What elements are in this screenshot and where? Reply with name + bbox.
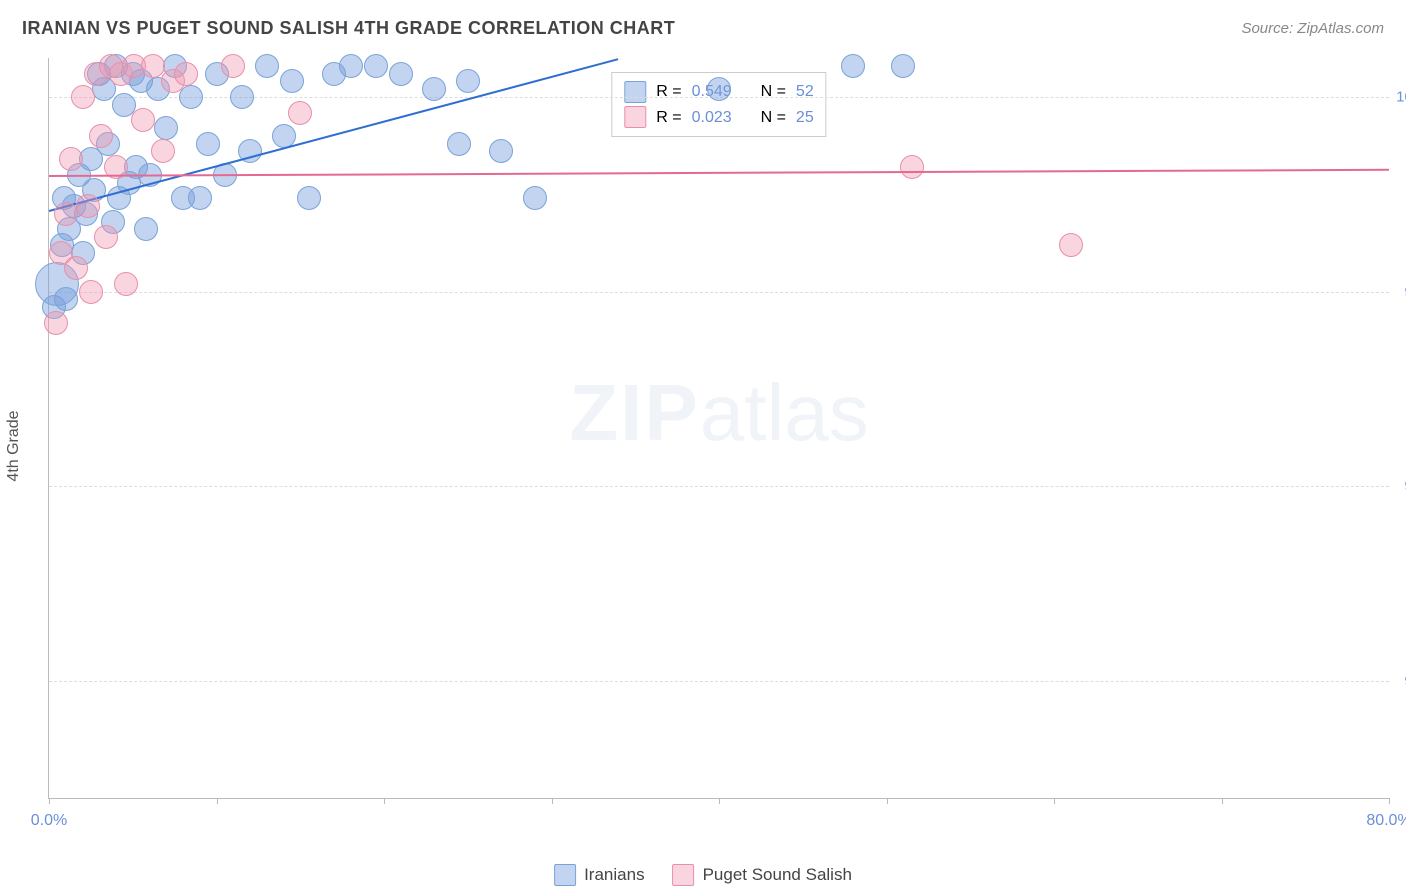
chart-title: IRANIAN VS PUGET SOUND SALISH 4TH GRADE … bbox=[22, 18, 675, 39]
watermark: ZIPatlas bbox=[569, 367, 868, 459]
legend-label-iranians: Iranians bbox=[584, 865, 644, 885]
data-point bbox=[54, 287, 78, 311]
data-point bbox=[230, 85, 254, 109]
data-point bbox=[79, 280, 103, 304]
legend-label-salish: Puget Sound Salish bbox=[703, 865, 852, 885]
xtick bbox=[552, 798, 553, 804]
xtick bbox=[1389, 798, 1390, 804]
data-point bbox=[297, 186, 321, 210]
r-label: R = bbox=[656, 105, 681, 131]
gridline bbox=[49, 292, 1389, 293]
data-point bbox=[89, 124, 113, 148]
legend-item-iranians: Iranians bbox=[554, 864, 644, 886]
data-point bbox=[151, 139, 175, 163]
data-point bbox=[131, 108, 155, 132]
data-point bbox=[154, 116, 178, 140]
data-point bbox=[134, 217, 158, 241]
data-point bbox=[1059, 233, 1083, 257]
data-point bbox=[489, 139, 513, 163]
data-point bbox=[76, 194, 100, 218]
data-point bbox=[141, 54, 165, 78]
r-value-salish: 0.023 bbox=[692, 105, 732, 131]
data-point bbox=[288, 101, 312, 125]
swatch-iranians bbox=[624, 81, 646, 103]
data-point bbox=[71, 85, 95, 109]
data-point bbox=[174, 62, 198, 86]
xtick bbox=[1054, 798, 1055, 804]
data-point bbox=[422, 77, 446, 101]
data-point bbox=[364, 54, 388, 78]
watermark-rest: atlas bbox=[700, 368, 869, 457]
n-value-iranians: 52 bbox=[796, 79, 814, 105]
gridline bbox=[49, 486, 1389, 487]
data-point bbox=[456, 69, 480, 93]
trend-line bbox=[49, 169, 1389, 177]
gridline bbox=[49, 681, 1389, 682]
ytick-label: 100.0% bbox=[1396, 88, 1406, 105]
swatch-salish bbox=[624, 106, 646, 128]
xtick bbox=[384, 798, 385, 804]
data-point bbox=[447, 132, 471, 156]
series-legend: Iranians Puget Sound Salish bbox=[554, 864, 852, 886]
xtick bbox=[217, 798, 218, 804]
data-point bbox=[255, 54, 279, 78]
xtick bbox=[1222, 798, 1223, 804]
data-point bbox=[523, 186, 547, 210]
n-value-salish: 25 bbox=[796, 105, 814, 131]
legend-item-salish: Puget Sound Salish bbox=[673, 864, 852, 886]
data-point bbox=[54, 202, 78, 226]
data-point bbox=[94, 225, 118, 249]
n-label: N = bbox=[761, 105, 786, 131]
legend-swatch-iranians bbox=[554, 864, 576, 886]
y-axis-label: 4th Grade bbox=[5, 410, 23, 481]
stats-row-salish: R = 0.023 N = 25 bbox=[624, 105, 813, 131]
xtick bbox=[887, 798, 888, 804]
data-point bbox=[707, 77, 731, 101]
legend-swatch-salish bbox=[673, 864, 695, 886]
xtick bbox=[719, 798, 720, 804]
data-point bbox=[179, 85, 203, 109]
data-point bbox=[900, 155, 924, 179]
xtick bbox=[49, 798, 50, 804]
xtick-label: 0.0% bbox=[31, 812, 67, 830]
data-point bbox=[339, 54, 363, 78]
data-point bbox=[196, 132, 220, 156]
data-point bbox=[221, 54, 245, 78]
data-point bbox=[891, 54, 915, 78]
n-label: N = bbox=[761, 79, 786, 105]
source-label: Source: ZipAtlas.com bbox=[1241, 20, 1384, 37]
data-point bbox=[389, 62, 413, 86]
data-point bbox=[280, 69, 304, 93]
r-label: R = bbox=[656, 79, 681, 105]
data-point bbox=[64, 256, 88, 280]
scatter-chart: ZIPatlas R = 0.549 N = 52 R = 0.023 N = … bbox=[48, 58, 1389, 799]
data-point bbox=[114, 272, 138, 296]
xtick-label: 80.0% bbox=[1366, 812, 1406, 830]
data-point bbox=[44, 311, 68, 335]
data-point bbox=[188, 186, 212, 210]
data-point bbox=[841, 54, 865, 78]
watermark-bold: ZIP bbox=[569, 368, 699, 457]
data-point bbox=[59, 147, 83, 171]
